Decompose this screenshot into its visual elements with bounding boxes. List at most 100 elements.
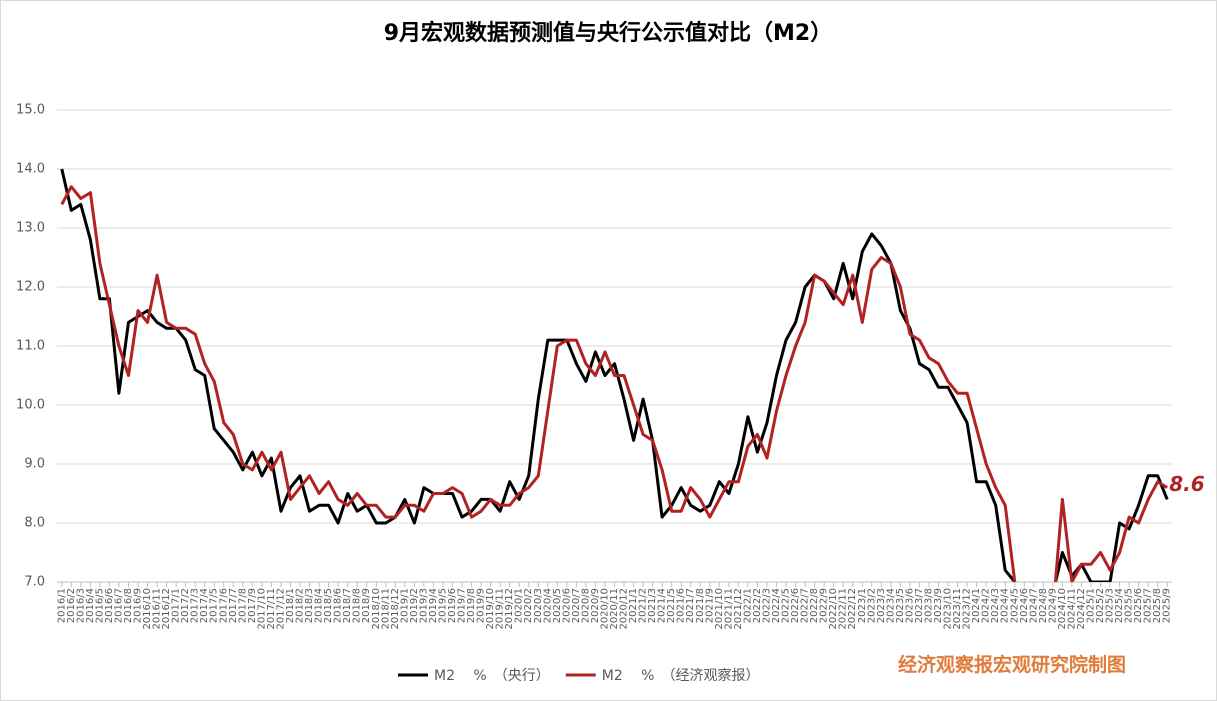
x-tick-label: 2020/4 <box>542 588 553 623</box>
x-tick-label: 2017/1 <box>171 588 182 623</box>
x-tick-label: 2017/3 <box>190 588 201 623</box>
x-tick-label: 2022/5 <box>781 588 792 623</box>
x-tick-label: 2018/10 <box>371 588 382 630</box>
x-tick-label: 2016/8 <box>123 588 134 623</box>
x-tick-label: 2021/7 <box>685 588 696 623</box>
x-tick-label: 2016/12 <box>161 588 172 630</box>
x-tick-label: 2025/2 <box>1095 588 1106 623</box>
x-tick-label: 2020/3 <box>533 588 544 623</box>
x-tick-label: 2018/4 <box>314 588 325 623</box>
x-tick-label: 2025/6 <box>1133 588 1144 623</box>
x-tick-label: 2022/6 <box>790 588 801 623</box>
x-tick-label: 2020/2 <box>523 588 534 623</box>
x-tick-label: 2016/7 <box>113 588 124 623</box>
x-tick-label: 2025/3 <box>1105 588 1116 623</box>
x-tick-label: 2024/3 <box>990 588 1001 623</box>
x-tick-label: 2023/4 <box>885 588 896 623</box>
x-tick-label: 2022/12 <box>847 588 858 630</box>
y-tick-label: 8.0 <box>24 516 45 531</box>
x-tick-label: 2016/10 <box>142 588 153 630</box>
x-tick-label: 2017/9 <box>247 588 258 623</box>
x-tick-label: 2018/11 <box>380 588 391 630</box>
x-tick-label: 2023/3 <box>876 588 887 623</box>
x-tick-label: 2021/2 <box>638 588 649 623</box>
x-tick-label: 2020/9 <box>590 588 601 623</box>
x-tick-label: 2023/2 <box>866 588 877 623</box>
x-tick-label: 2018/5 <box>323 588 334 623</box>
x-tick-label: 2019/1 <box>399 588 410 623</box>
x-tick-label: 2024/2 <box>981 588 992 623</box>
x-tick-label: 2016/11 <box>152 588 163 630</box>
x-tick-label: 2016/5 <box>94 588 105 623</box>
x-tick-label: 2019/6 <box>447 588 458 623</box>
x-tick-label: 2017/6 <box>218 588 229 623</box>
x-tick-label: 2020/6 <box>561 588 572 623</box>
x-tick-label: 2022/7 <box>800 588 811 623</box>
y-tick-label: 7.0 <box>24 575 45 590</box>
x-tick-label: 2017/12 <box>275 588 286 630</box>
x-tick-label: 2024/8 <box>1038 588 1049 623</box>
x-tick-label: 2023/1 <box>857 588 868 623</box>
x-tick-label: 2022/3 <box>761 588 772 623</box>
x-tick-label: 2024/11 <box>1066 588 1077 630</box>
x-tick-label: 2021/4 <box>657 588 668 623</box>
x-tick-label: 2018/9 <box>361 588 372 623</box>
y-tick-label: 11.0 <box>16 339 45 354</box>
data-label: 8.6 <box>1169 472 1205 496</box>
x-tick-label: 2018/2 <box>295 588 306 623</box>
x-tick-label: 2021/5 <box>666 588 677 623</box>
x-tick-label: 2019/10 <box>485 588 496 630</box>
x-tick-label: 2022/9 <box>819 588 830 623</box>
x-tick-label: 2025/4 <box>1114 588 1125 623</box>
x-tick-label: 2017/5 <box>209 588 220 623</box>
x-tick-label: 2016/9 <box>133 588 144 623</box>
x-tick-label: 2020/11 <box>609 588 620 630</box>
x-tick-label: 2018/1 <box>285 588 296 623</box>
x-tick-label: 2021/1 <box>628 588 639 623</box>
x-tick-label: 2019/8 <box>466 588 477 623</box>
x-tick-label: 2020/10 <box>599 588 610 630</box>
x-tick-label: 2024/12 <box>1076 588 1087 630</box>
x-tick-label: 2016/4 <box>85 588 96 623</box>
legend-label: M2 % （央行） <box>434 668 550 684</box>
x-tick-label: 2024/7 <box>1028 588 1039 623</box>
x-tick-label: 2020/7 <box>571 588 582 623</box>
y-tick-label: 13.0 <box>16 221 45 236</box>
x-tick-label: 2017/2 <box>180 588 191 623</box>
x-tick-label: 2025/9 <box>1162 588 1173 623</box>
x-tick-label: 2022/11 <box>838 588 849 630</box>
x-tick-label: 2023/10 <box>943 588 954 630</box>
x-tick-label: 2017/11 <box>266 588 277 630</box>
series-line <box>60 168 1169 582</box>
x-tick-label: 2023/5 <box>895 588 906 623</box>
series-line <box>60 185 1168 582</box>
x-tick-label: 2024/10 <box>1057 588 1068 630</box>
x-tick-label: 2022/1 <box>742 588 753 623</box>
x-tick-label: 2017/8 <box>237 588 248 623</box>
y-tick-label: 12.0 <box>16 280 45 295</box>
x-tick-label: 2025/5 <box>1124 588 1135 623</box>
chart-title: 9月宏观数据预测值与央行公示值对比（M2） <box>384 20 833 46</box>
x-tick-label: 2019/3 <box>418 588 429 623</box>
x-tick-label: 2023/11 <box>952 588 963 630</box>
x-tick-label: 2020/8 <box>580 588 591 623</box>
x-tick-label: 2021/12 <box>733 588 744 630</box>
x-tick-label: 2017/10 <box>256 588 267 630</box>
x-tick-label: 2020/12 <box>619 588 630 630</box>
watermark: 经济观察报宏观研究院制图 <box>898 653 1126 676</box>
x-tick-label: 2025/7 <box>1143 588 1154 623</box>
x-tick-label: 2021/8 <box>695 588 706 623</box>
x-tick-label: 2021/9 <box>704 588 715 623</box>
x-tick-label: 2024/4 <box>1000 588 1011 623</box>
y-tick-label: 9.0 <box>24 457 45 472</box>
x-tick-label: 2018/12 <box>390 588 401 630</box>
x-tick-label: 2018/3 <box>304 588 315 623</box>
x-tick-label: 2022/8 <box>809 588 820 623</box>
x-tick-label: 2023/7 <box>914 588 925 623</box>
x-tick-label: 2020/5 <box>552 588 563 623</box>
x-tick-label: 2023/8 <box>923 588 934 623</box>
x-tick-label: 2021/3 <box>647 588 658 623</box>
x-tick-label: 2019/4 <box>428 588 439 623</box>
y-tick-label: 14.0 <box>16 162 45 177</box>
